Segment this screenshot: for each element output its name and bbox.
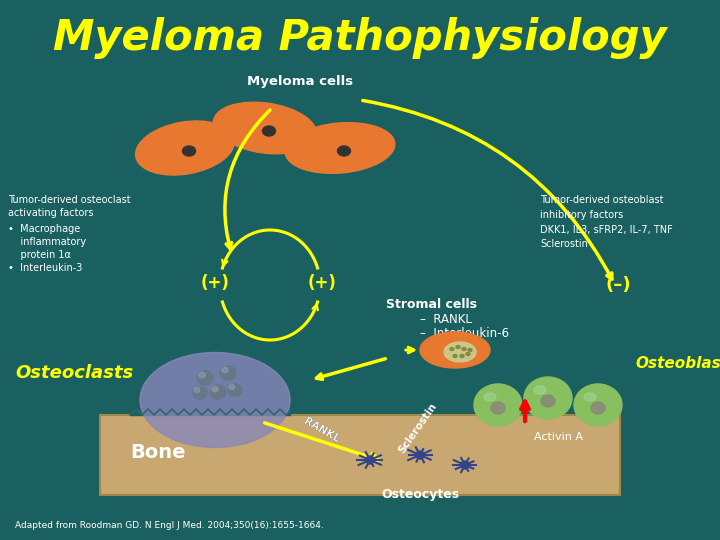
Text: –  RANKL: – RANKL	[420, 313, 472, 326]
Ellipse shape	[420, 332, 490, 368]
Ellipse shape	[541, 395, 555, 407]
Ellipse shape	[285, 123, 395, 173]
Ellipse shape	[524, 377, 572, 419]
Text: RANKL: RANKL	[302, 416, 341, 444]
Text: Activin A: Activin A	[534, 432, 583, 442]
Ellipse shape	[197, 371, 213, 385]
Ellipse shape	[222, 367, 228, 373]
Text: (+): (+)	[201, 274, 230, 292]
Bar	[100, 415, 620, 495]
Ellipse shape	[228, 384, 242, 396]
Ellipse shape	[466, 353, 470, 355]
Ellipse shape	[213, 102, 317, 154]
Ellipse shape	[453, 354, 457, 357]
Text: (+): (+)	[307, 274, 336, 292]
Ellipse shape	[212, 386, 218, 392]
Text: •  Macrophage: • Macrophage	[8, 224, 80, 234]
Text: Myeloma Pathophysiology: Myeloma Pathophysiology	[53, 17, 667, 59]
Text: Osteoclasts: Osteoclasts	[15, 364, 133, 382]
Text: protein 1α: protein 1α	[8, 250, 71, 260]
Text: Osteocytes: Osteocytes	[381, 488, 459, 501]
Ellipse shape	[220, 366, 236, 380]
Ellipse shape	[182, 146, 196, 156]
Ellipse shape	[338, 146, 351, 156]
Text: Adapted from Roodman GD. N Engl J Med. 2004;350(16):1655-1664.: Adapted from Roodman GD. N Engl J Med. 2…	[15, 522, 324, 530]
Text: RANKL: RANKL	[302, 416, 341, 444]
Ellipse shape	[468, 348, 472, 352]
Ellipse shape	[484, 393, 496, 401]
Ellipse shape	[462, 348, 466, 350]
Text: Bone: Bone	[130, 443, 186, 462]
Ellipse shape	[591, 402, 605, 414]
Ellipse shape	[574, 384, 622, 426]
Text: –  Interleukin-6: – Interleukin-6	[420, 327, 509, 340]
Ellipse shape	[140, 353, 290, 448]
Text: (–): (–)	[606, 276, 631, 294]
Ellipse shape	[534, 386, 546, 394]
Text: Tumor-derived osteoclast: Tumor-derived osteoclast	[8, 195, 130, 205]
Text: Tumor-derived osteoblast
inhibitory factors
DKK1, IL3, sFRP2, IL-7, TNF
Sclerost: Tumor-derived osteoblast inhibitory fact…	[540, 195, 672, 249]
Ellipse shape	[456, 346, 460, 348]
Ellipse shape	[135, 121, 235, 175]
Ellipse shape	[460, 354, 464, 357]
Ellipse shape	[444, 342, 476, 362]
Ellipse shape	[461, 461, 469, 469]
Text: Sclerostin: Sclerostin	[397, 401, 439, 455]
Text: inflammatory: inflammatory	[8, 237, 86, 247]
Text: •  Interleukin-3: • Interleukin-3	[8, 263, 82, 273]
Ellipse shape	[199, 372, 205, 378]
Ellipse shape	[491, 402, 505, 414]
Ellipse shape	[474, 384, 522, 426]
Ellipse shape	[450, 348, 454, 350]
Text: Stromal cells: Stromal cells	[387, 298, 477, 311]
Bar	[100, 415, 620, 495]
Ellipse shape	[193, 387, 207, 399]
Text: Osteoblasts: Osteoblasts	[635, 356, 720, 371]
Text: Myeloma cells: Myeloma cells	[247, 76, 353, 89]
Text: activating factors: activating factors	[8, 208, 94, 218]
Ellipse shape	[229, 384, 235, 389]
Ellipse shape	[584, 393, 596, 401]
Ellipse shape	[194, 388, 200, 393]
Ellipse shape	[210, 385, 226, 399]
Ellipse shape	[366, 456, 374, 464]
Ellipse shape	[263, 126, 276, 136]
Ellipse shape	[416, 451, 424, 459]
